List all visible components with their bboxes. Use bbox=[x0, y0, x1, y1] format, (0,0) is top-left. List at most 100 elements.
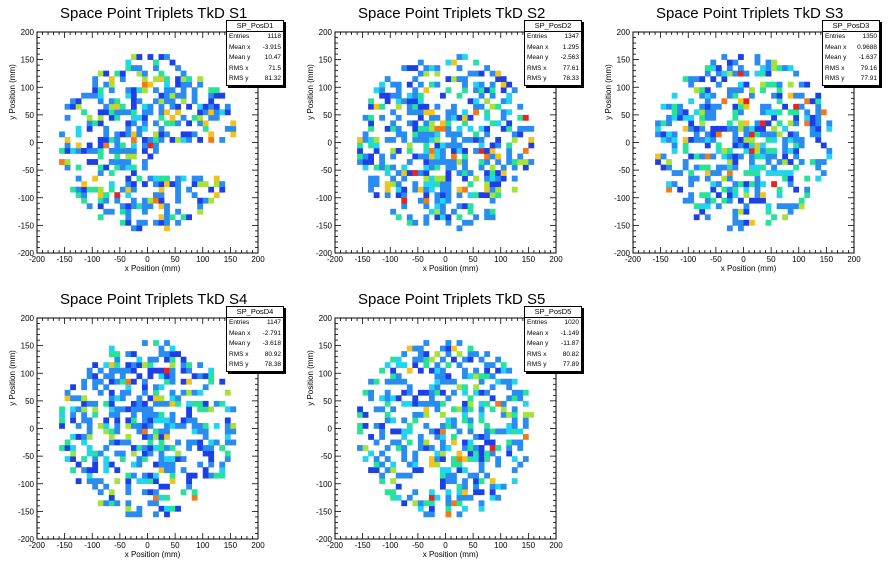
heatmap-cell bbox=[379, 428, 386, 435]
heatmap-cell bbox=[164, 81, 170, 88]
heatmap-cell bbox=[70, 103, 76, 110]
heatmap-cell bbox=[456, 114, 463, 121]
heatmap-cell bbox=[495, 120, 502, 127]
heatmap-cell bbox=[92, 467, 99, 474]
heatmap-cell bbox=[213, 192, 220, 199]
stats-label: RMS y bbox=[229, 75, 249, 83]
heatmap-cell bbox=[130, 131, 137, 138]
heatmap-cell bbox=[704, 175, 711, 182]
heatmap-cell bbox=[180, 214, 187, 221]
heatmap-cell bbox=[114, 439, 121, 446]
heatmap-cell bbox=[787, 170, 794, 176]
heatmap-cell bbox=[688, 136, 695, 143]
heatmap-cell bbox=[804, 81, 811, 88]
heatmap-cell bbox=[451, 208, 457, 215]
heatmap-cell bbox=[682, 197, 689, 204]
heatmap-cell bbox=[158, 505, 165, 512]
heatmap-cell bbox=[108, 428, 115, 435]
heatmap-cell bbox=[726, 175, 733, 182]
heatmap-cell bbox=[136, 131, 143, 138]
heatmap-cell bbox=[765, 70, 772, 77]
heatmap-cell bbox=[489, 120, 496, 127]
heatmap-cell bbox=[213, 92, 220, 99]
heatmap-cell bbox=[417, 114, 424, 121]
heatmap-cell bbox=[478, 450, 485, 457]
heatmap-cell bbox=[439, 483, 446, 490]
heatmap-cell bbox=[467, 170, 474, 176]
heatmap-cell bbox=[737, 109, 744, 116]
x-tick-label: 100 bbox=[494, 541, 508, 550]
heatmap-cell bbox=[511, 186, 518, 193]
heatmap-cell bbox=[224, 109, 231, 116]
heatmap-cell bbox=[125, 203, 132, 210]
chart-title: Space Point Triplets TkD S4 bbox=[60, 291, 248, 308]
y-tick-label: -150 bbox=[614, 221, 631, 230]
heatmap-cell bbox=[213, 400, 220, 407]
stats-row: Mean y -1.637 bbox=[823, 53, 879, 64]
heatmap-cell bbox=[136, 505, 143, 512]
x-tick-label: 0 bbox=[145, 255, 150, 264]
heatmap-cell bbox=[125, 186, 132, 193]
heatmap-cell bbox=[373, 136, 380, 143]
heatmap-cell bbox=[357, 148, 363, 154]
heatmap-cell bbox=[704, 164, 711, 171]
heatmap-cell bbox=[97, 203, 104, 210]
stats-value: 71.5 bbox=[268, 64, 281, 72]
heatmap-cell bbox=[384, 136, 391, 143]
heatmap-cell bbox=[202, 103, 209, 110]
stats-row: Mean y -3.618 bbox=[227, 339, 283, 350]
heatmap-cell bbox=[655, 125, 661, 132]
heatmap-cell bbox=[70, 456, 76, 462]
heatmap-cell bbox=[164, 461, 170, 468]
heatmap-cell bbox=[406, 65, 413, 71]
heatmap-cell bbox=[395, 428, 402, 435]
heatmap-cell bbox=[164, 120, 170, 127]
heatmap-cell bbox=[506, 450, 513, 457]
heatmap-cell bbox=[445, 114, 452, 121]
heatmap-cell bbox=[103, 428, 110, 435]
heatmap-cell bbox=[357, 428, 363, 435]
heatmap-cell bbox=[175, 120, 181, 127]
heatmap-cell bbox=[390, 428, 397, 435]
heatmap-cell bbox=[175, 400, 181, 407]
heatmap-cell bbox=[191, 422, 198, 429]
heatmap-cell bbox=[384, 400, 391, 407]
heatmap-cell bbox=[809, 114, 816, 121]
heatmap-cell bbox=[467, 192, 474, 199]
heatmap-cell bbox=[721, 153, 728, 160]
heatmap-cell bbox=[417, 356, 424, 363]
heatmap-cell bbox=[710, 92, 717, 99]
heatmap-cell bbox=[456, 214, 463, 221]
heatmap-cell bbox=[158, 125, 165, 132]
heatmap-cell bbox=[749, 136, 755, 143]
heatmap-cell bbox=[462, 153, 468, 160]
heatmap-cell bbox=[180, 70, 187, 77]
heatmap-cell bbox=[191, 472, 198, 479]
heatmap-cell bbox=[202, 450, 209, 457]
heatmap-cell bbox=[81, 406, 88, 413]
heatmap-cell bbox=[754, 175, 761, 182]
heatmap-cell bbox=[732, 125, 739, 132]
heatmap-cell bbox=[379, 422, 386, 429]
heatmap-cell bbox=[439, 445, 446, 451]
heatmap-cell bbox=[428, 511, 435, 518]
heatmap-cell bbox=[749, 159, 755, 165]
heatmap-cell bbox=[119, 203, 126, 210]
heatmap-cell bbox=[765, 136, 772, 143]
heatmap-cell bbox=[202, 400, 209, 407]
stats-row: RMS x 79.16 bbox=[823, 64, 879, 75]
heatmap-cell bbox=[153, 65, 159, 71]
heatmap-cell bbox=[506, 378, 513, 385]
y-tick-label: 50 bbox=[25, 111, 34, 120]
heatmap-cell bbox=[147, 445, 154, 451]
heatmap-cell bbox=[64, 164, 71, 171]
heatmap-cell bbox=[500, 114, 507, 121]
heatmap-cell bbox=[428, 456, 435, 462]
heatmap-cell bbox=[478, 356, 485, 363]
heatmap-cell bbox=[130, 109, 137, 116]
heatmap-cell bbox=[390, 92, 397, 99]
heatmap-cell bbox=[130, 472, 137, 479]
heatmap-cell bbox=[495, 103, 502, 110]
heatmap-cell bbox=[445, 345, 452, 352]
heatmap-cell bbox=[97, 153, 104, 160]
